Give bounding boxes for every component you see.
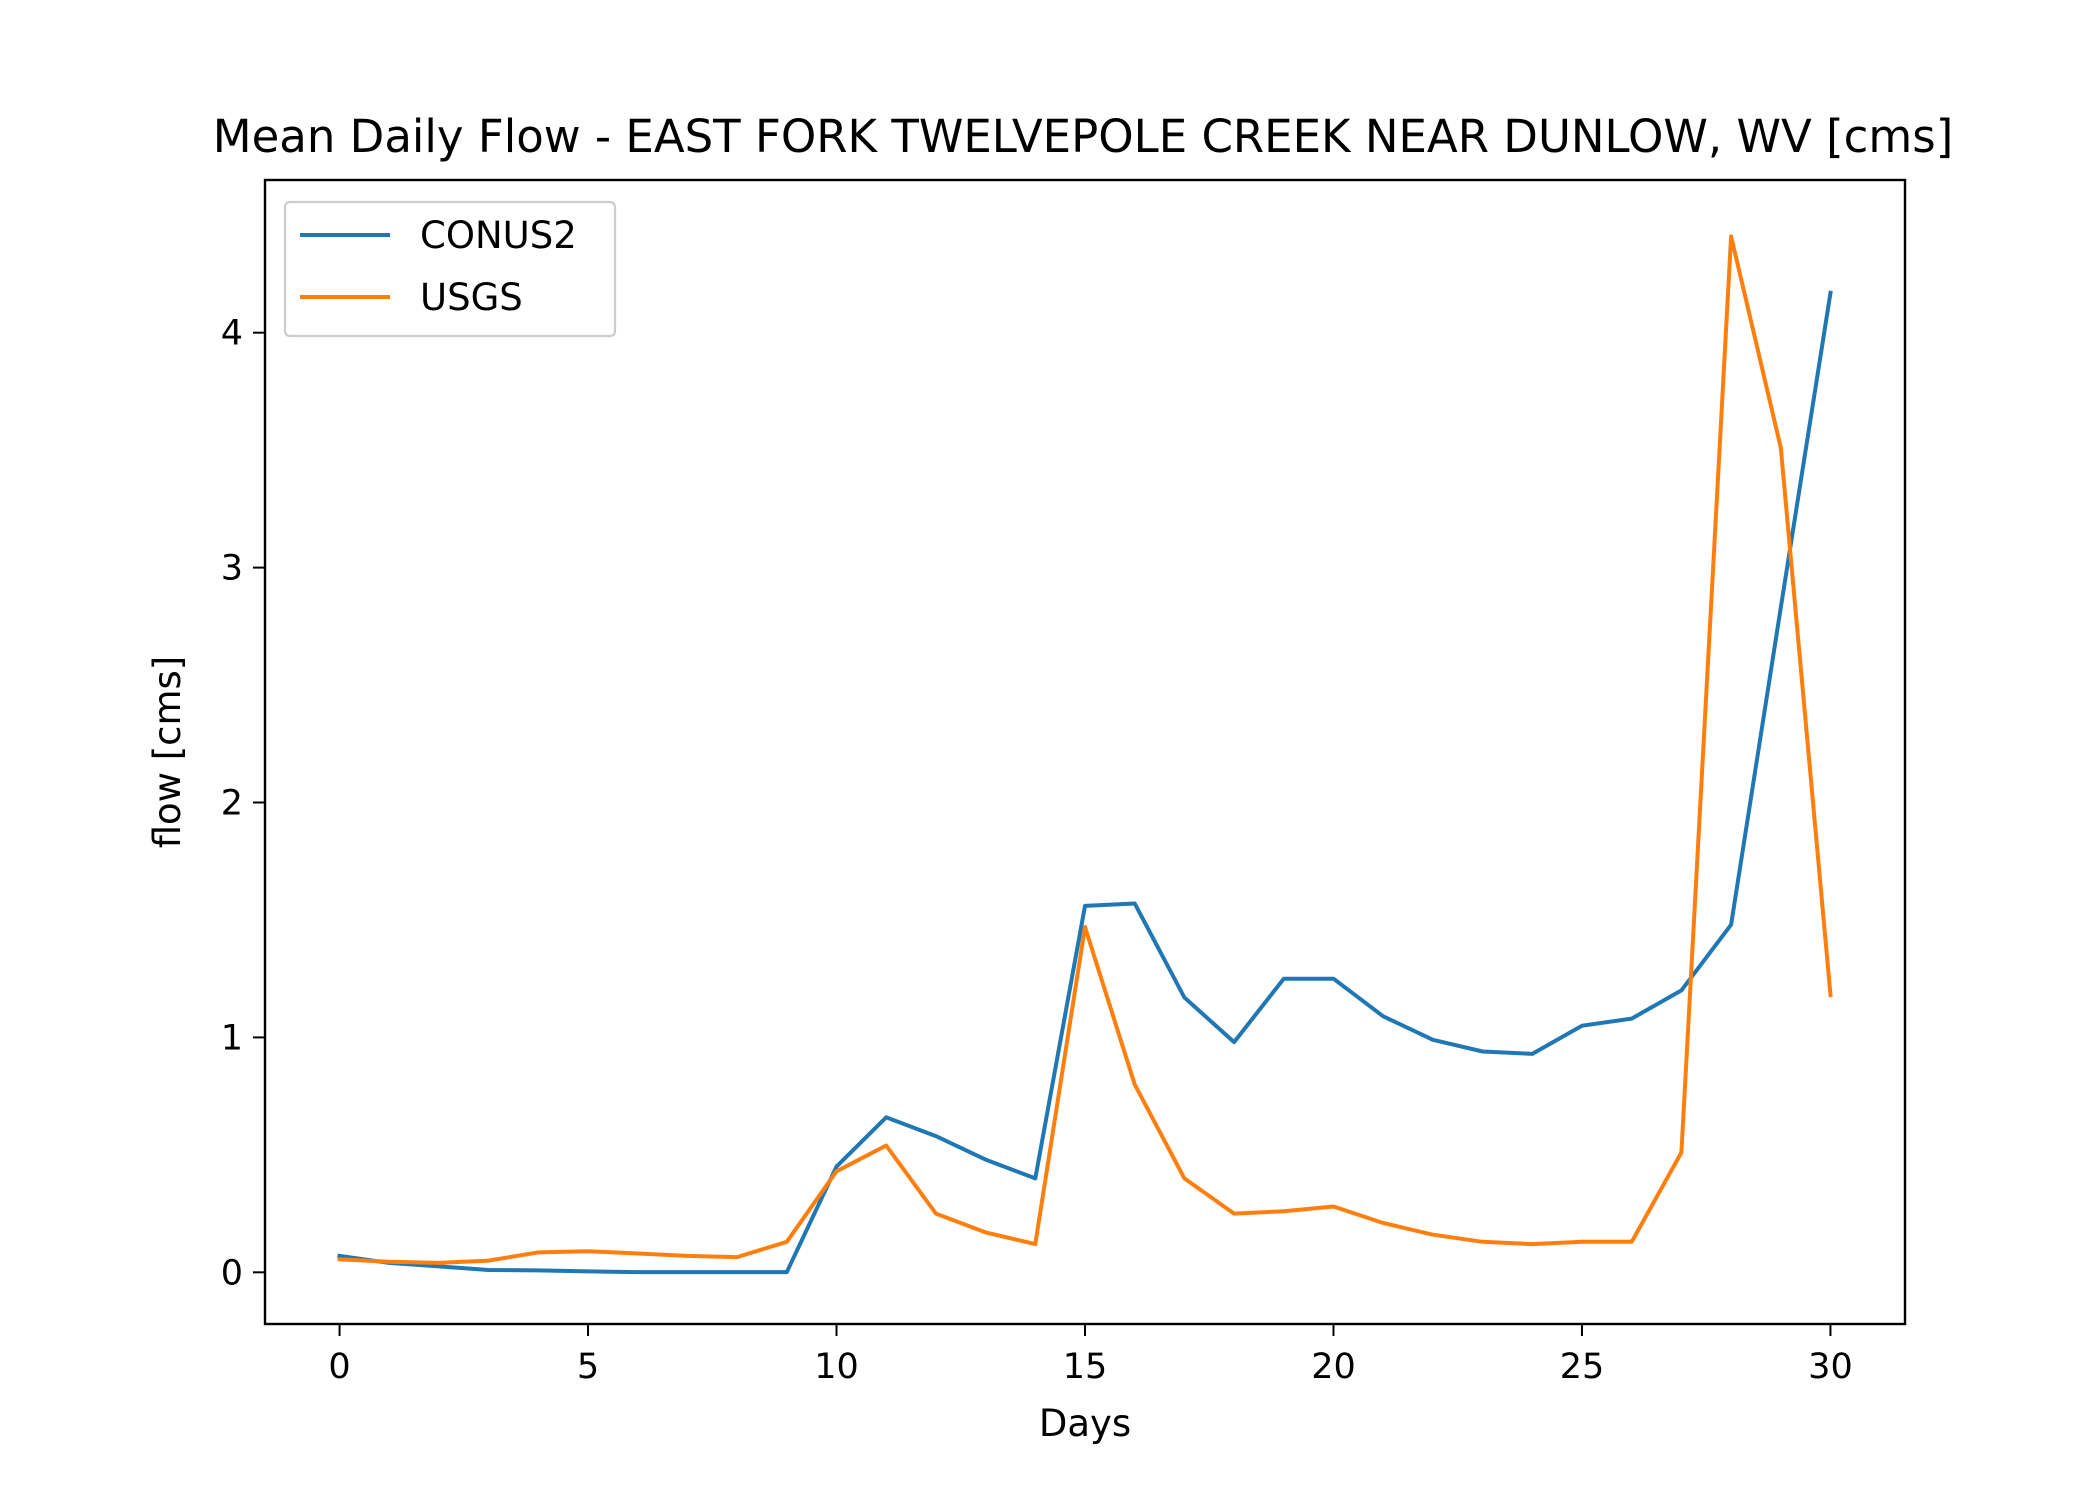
plot-area <box>337 234 1833 1275</box>
y-tick-label: 0 <box>221 1253 243 1293</box>
x-tick-label: 0 <box>328 1347 350 1387</box>
x-tick-label: 20 <box>1311 1347 1356 1387</box>
legend: CONUS2 USGS <box>283 200 617 338</box>
x-tick-label: 15 <box>1063 1347 1108 1387</box>
legend-label-conus2: CONUS2 <box>420 214 577 257</box>
legend-label-usgs: USGS <box>420 276 523 319</box>
series-line-conus2 <box>337 290 1833 1275</box>
y-tick-label: 3 <box>221 549 243 589</box>
y-tick-label: 4 <box>221 314 243 354</box>
y-tick-label: 1 <box>221 1018 243 1058</box>
x-axis-label: Days <box>1039 1402 1131 1445</box>
y-tick-label: 2 <box>221 784 243 824</box>
x-tick-label: 30 <box>1808 1347 1853 1387</box>
axis-ticks: 0 5 10 15 20 25 30 0 1 2 3 4 <box>221 314 1853 1387</box>
chart-title: Mean Daily Flow - EAST FORK TWELVEPOLE C… <box>213 110 1954 163</box>
x-tick-label: 5 <box>577 1347 599 1387</box>
x-tick-label: 25 <box>1560 1347 1605 1387</box>
x-tick-label: 10 <box>814 1347 859 1387</box>
series-line-usgs <box>337 234 1833 1265</box>
y-axis-label: flow [cms] <box>146 656 189 849</box>
